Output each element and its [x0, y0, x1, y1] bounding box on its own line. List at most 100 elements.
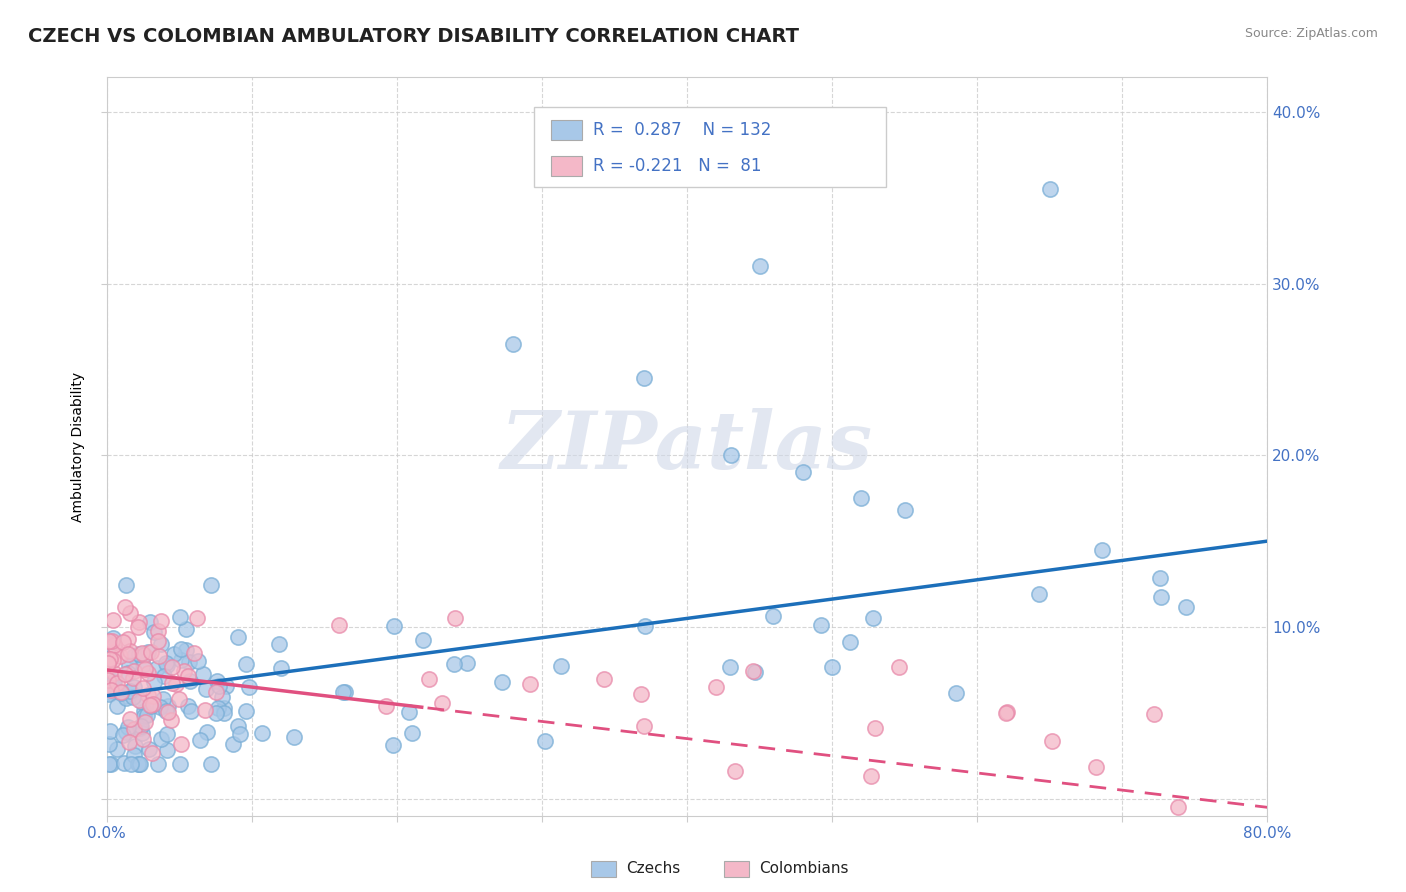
Point: [131, 695, 153, 709]
Point: [212, 706, 235, 720]
Point: [120, 712, 142, 726]
Point: [124, 748, 146, 763]
Point: [1091, 542, 1114, 557]
Point: [134, 714, 156, 729]
Point: [120, 684, 142, 698]
Point: [633, 719, 655, 733]
Point: [120, 643, 142, 657]
Point: [150, 732, 173, 747]
Point: [134, 704, 156, 718]
Text: CZECH VS COLOMBIAN AMBULATORY DISABILITY CORRELATION CHART: CZECH VS COLOMBIAN AMBULATORY DISABILITY…: [28, 27, 799, 45]
Point: [177, 669, 200, 683]
Point: [443, 657, 465, 671]
Point: [98, 634, 121, 648]
Point: [136, 665, 159, 680]
Point: [97, 737, 120, 751]
Point: [207, 700, 229, 714]
Point: [138, 742, 160, 756]
Point: [235, 657, 257, 671]
Point: [205, 674, 228, 689]
Point: [1149, 571, 1171, 585]
Point: [155, 657, 177, 671]
Point: [238, 680, 260, 694]
Point: [332, 684, 354, 698]
Point: [328, 618, 350, 632]
Point: [101, 634, 124, 648]
Point: [229, 727, 252, 741]
Point: [170, 641, 193, 656]
Point: [444, 611, 467, 625]
Point: [176, 622, 198, 636]
Point: [120, 757, 142, 772]
Point: [375, 699, 398, 714]
Point: [142, 690, 165, 704]
Point: [267, 637, 290, 651]
Point: [270, 661, 292, 675]
Text: Source: ZipAtlas.com: Source: ZipAtlas.com: [1244, 27, 1378, 40]
Point: [114, 690, 136, 704]
Point: [148, 757, 170, 772]
Point: [179, 674, 201, 689]
Point: [98, 684, 121, 698]
Point: [742, 664, 765, 678]
Point: [401, 725, 423, 739]
Point: [235, 704, 257, 718]
Point: [131, 726, 153, 740]
Point: [132, 709, 155, 723]
Point: [105, 699, 128, 714]
Point: [132, 681, 155, 696]
Point: [128, 757, 150, 772]
Point: [177, 655, 200, 669]
Point: [118, 606, 141, 620]
Point: [118, 657, 141, 672]
Point: [398, 705, 420, 719]
Point: [382, 618, 405, 632]
Point: [124, 739, 146, 753]
Point: [162, 659, 184, 673]
Point: [129, 719, 152, 733]
Point: [136, 708, 159, 723]
Point: [195, 682, 218, 697]
Point: [724, 764, 747, 778]
Point: [128, 647, 150, 661]
Point: [150, 614, 173, 628]
Point: [103, 680, 125, 694]
Point: [200, 578, 222, 592]
Point: [170, 653, 193, 667]
Point: [139, 615, 162, 629]
Text: Colombians: Colombians: [759, 862, 849, 876]
Point: [114, 599, 136, 614]
Point: [156, 727, 179, 741]
Point: [173, 664, 195, 678]
Point: [117, 666, 139, 681]
Y-axis label: Ambulatory Disability: Ambulatory Disability: [72, 372, 86, 522]
Point: [859, 769, 882, 783]
Point: [98, 637, 121, 651]
Point: [129, 757, 152, 772]
Point: [200, 757, 222, 772]
Text: R =  0.287    N = 132: R = 0.287 N = 132: [593, 121, 772, 139]
Point: [105, 676, 128, 690]
Point: [849, 491, 872, 506]
Point: [456, 656, 478, 670]
Point: [995, 706, 1018, 720]
Point: [630, 687, 652, 701]
Point: [156, 657, 179, 672]
Point: [97, 673, 120, 688]
Point: [821, 660, 844, 674]
Point: [117, 647, 139, 661]
Point: [704, 680, 727, 694]
Point: [122, 672, 145, 686]
Point: [212, 701, 235, 715]
Point: [146, 624, 169, 638]
Point: [186, 611, 208, 625]
Point: [211, 690, 233, 704]
Point: [170, 737, 193, 751]
Point: [188, 733, 211, 747]
Point: [550, 659, 572, 673]
Point: [1084, 760, 1107, 774]
Point: [792, 466, 814, 480]
Point: [1174, 600, 1197, 615]
Point: [250, 725, 273, 739]
Point: [114, 666, 136, 681]
